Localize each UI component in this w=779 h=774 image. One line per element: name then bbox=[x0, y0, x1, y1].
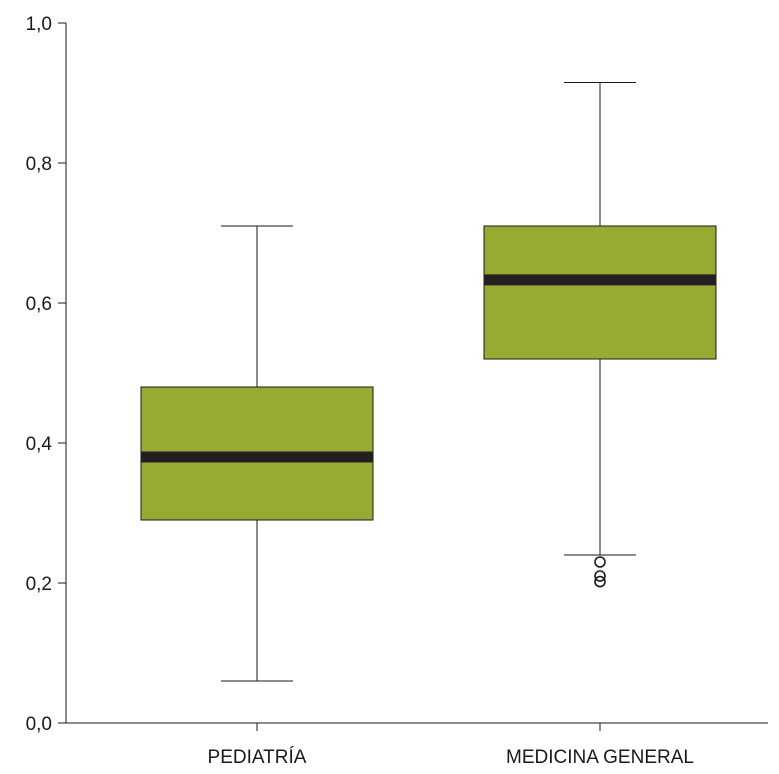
outlier-point bbox=[594, 556, 606, 568]
x-category-label: MEDICINA GENERAL bbox=[506, 747, 694, 768]
y-tick-label: 0,6 bbox=[26, 294, 52, 315]
axes bbox=[65, 23, 768, 724]
y-tick-label: 0,4 bbox=[26, 434, 53, 455]
y-tick-label: 1,0 bbox=[26, 14, 52, 35]
boxes bbox=[140, 82, 717, 682]
box-group bbox=[140, 225, 374, 682]
y-tick-label: 0,2 bbox=[26, 574, 52, 595]
outlier-point bbox=[594, 570, 606, 582]
x-axis-labels: PEDIATRÍA MEDICINA GENERAL bbox=[208, 723, 694, 768]
y-tick-label: 0,0 bbox=[26, 714, 52, 735]
y-tick-label: 0,8 bbox=[26, 154, 52, 175]
x-category-label: PEDIATRÍA bbox=[208, 747, 307, 768]
iqr-box bbox=[483, 225, 717, 360]
y-axis-ticks: 0,0 0,2 0,4 0,6 0,8 1,0 bbox=[26, 14, 66, 735]
box-group bbox=[483, 82, 717, 588]
outlier-point bbox=[594, 575, 606, 588]
